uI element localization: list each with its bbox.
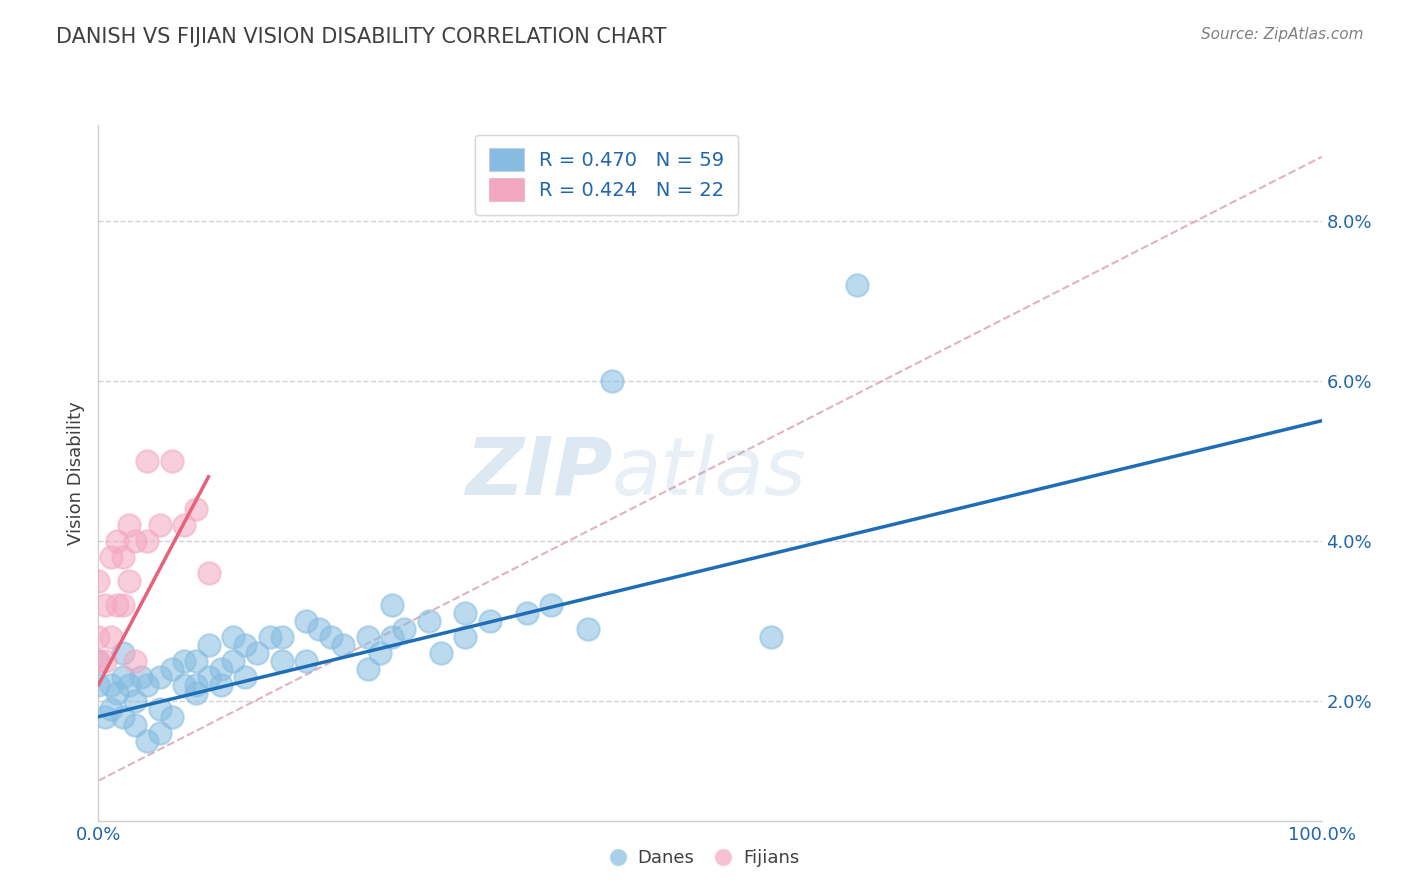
Point [111, 670, 134, 684]
Point [136, 733, 159, 747]
Point [368, 646, 391, 660]
Point [87, 654, 110, 668]
Y-axis label: Vision Disability: Vision Disability [66, 401, 84, 545]
Point [105, 686, 128, 700]
Point [160, 709, 183, 723]
Point [478, 614, 501, 628]
Point [540, 598, 562, 612]
Point [93, 654, 115, 668]
Point [197, 638, 219, 652]
Point [111, 549, 134, 564]
Point [105, 598, 128, 612]
Point [149, 701, 172, 715]
Point [197, 670, 219, 684]
Point [418, 614, 440, 628]
Point [100, 549, 122, 564]
Point [136, 678, 159, 692]
Point [197, 566, 219, 580]
Point [576, 622, 599, 636]
Point [129, 670, 152, 684]
Point [160, 662, 183, 676]
Point [93, 709, 115, 723]
Point [222, 654, 245, 668]
Point [124, 717, 146, 731]
Point [845, 277, 868, 292]
Point [124, 654, 146, 668]
Point [136, 533, 159, 548]
Legend: Danes, Fijians: Danes, Fijians [599, 842, 807, 874]
Point [209, 662, 232, 676]
Point [515, 606, 537, 620]
Point [600, 374, 623, 388]
Point [356, 630, 378, 644]
Point [118, 517, 141, 532]
Point [118, 574, 141, 588]
Point [111, 709, 134, 723]
Point [222, 630, 245, 644]
Point [100, 701, 122, 715]
Point [111, 646, 134, 660]
Point [259, 630, 281, 644]
Point [105, 533, 128, 548]
Point [118, 678, 141, 692]
Point [149, 670, 172, 684]
Point [173, 654, 195, 668]
Point [270, 654, 294, 668]
Point [356, 662, 378, 676]
Point [87, 630, 110, 644]
Text: Source: ZipAtlas.com: Source: ZipAtlas.com [1201, 27, 1364, 42]
Point [186, 678, 208, 692]
Point [124, 533, 146, 548]
Point [392, 622, 416, 636]
Point [186, 686, 208, 700]
Text: ZIP: ZIP [465, 434, 612, 512]
Point [295, 654, 318, 668]
Point [100, 630, 122, 644]
Legend: R = 0.470   N = 59, R = 0.424   N = 22: R = 0.470 N = 59, R = 0.424 N = 22 [475, 135, 738, 214]
Point [111, 598, 134, 612]
Point [87, 654, 110, 668]
Point [319, 630, 342, 644]
Point [381, 598, 404, 612]
Point [332, 638, 354, 652]
Point [186, 501, 208, 516]
Point [308, 622, 330, 636]
Point [233, 670, 256, 684]
Point [124, 694, 146, 708]
Point [270, 630, 294, 644]
Point [209, 678, 232, 692]
Point [87, 574, 110, 588]
Point [246, 646, 269, 660]
Point [381, 630, 404, 644]
Point [100, 678, 122, 692]
Point [454, 606, 477, 620]
Point [149, 725, 172, 739]
Point [136, 454, 159, 468]
Point [93, 598, 115, 612]
Point [173, 678, 195, 692]
Point [149, 517, 172, 532]
Point [233, 638, 256, 652]
Point [87, 678, 110, 692]
Point [430, 646, 453, 660]
Point [454, 630, 477, 644]
Point [761, 630, 783, 644]
Point [160, 454, 183, 468]
Text: atlas: atlas [612, 434, 807, 512]
Point [173, 517, 195, 532]
Point [186, 654, 208, 668]
Point [295, 614, 318, 628]
Text: DANISH VS FIJIAN VISION DISABILITY CORRELATION CHART: DANISH VS FIJIAN VISION DISABILITY CORRE… [56, 27, 666, 46]
